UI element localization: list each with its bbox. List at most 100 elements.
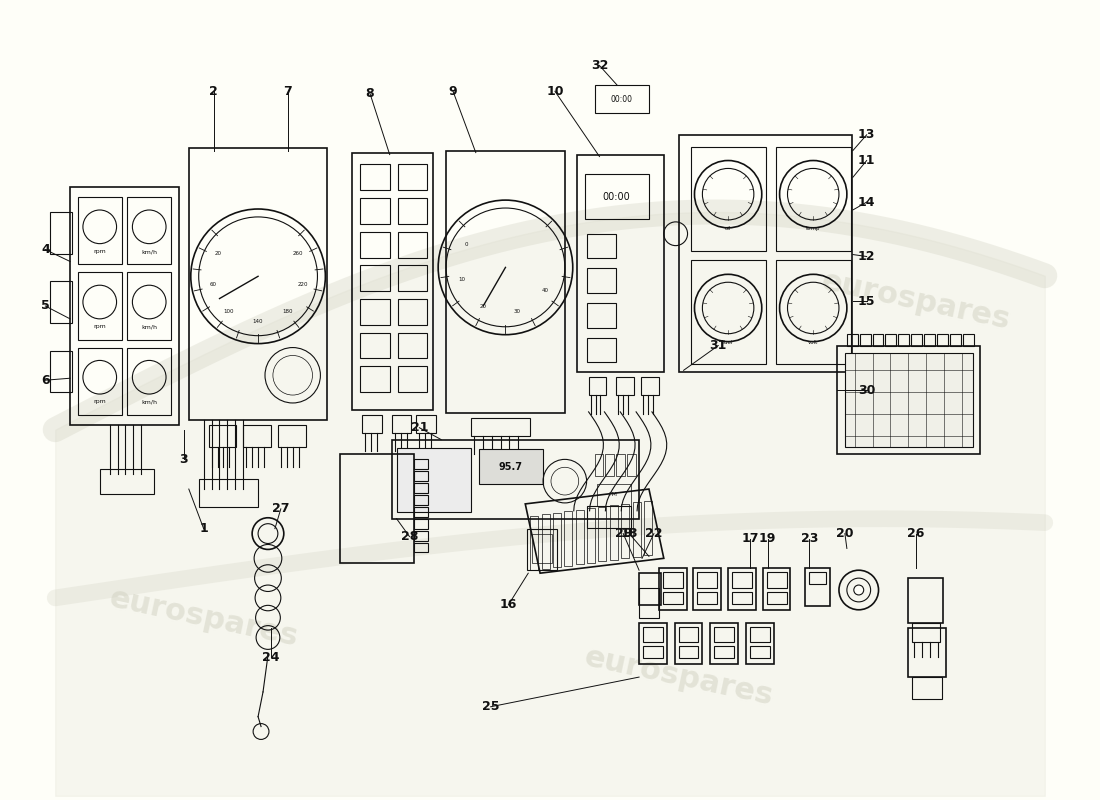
- Bar: [392, 439, 639, 518]
- Text: 260: 260: [293, 251, 303, 256]
- Bar: [679, 626, 699, 642]
- Bar: [860, 334, 870, 346]
- Text: 180: 180: [282, 309, 293, 314]
- Text: FM: FM: [608, 493, 618, 498]
- Bar: [912, 677, 942, 699]
- Text: 25: 25: [482, 700, 499, 714]
- Text: 00:00: 00:00: [603, 192, 630, 202]
- Text: 1: 1: [199, 522, 208, 535]
- Text: 21: 21: [410, 422, 428, 434]
- Bar: [586, 338, 616, 362]
- Bar: [415, 459, 428, 470]
- Bar: [415, 530, 428, 541]
- Bar: [845, 354, 972, 446]
- Bar: [586, 506, 631, 528]
- Bar: [360, 266, 389, 291]
- Bar: [392, 415, 411, 433]
- Bar: [886, 334, 896, 346]
- Text: 20: 20: [480, 304, 486, 310]
- Bar: [714, 646, 734, 658]
- Bar: [674, 622, 703, 664]
- Bar: [340, 454, 415, 563]
- Text: 24: 24: [262, 650, 279, 664]
- Text: eurospares: eurospares: [107, 583, 300, 652]
- Bar: [641, 378, 659, 395]
- Bar: [728, 568, 756, 610]
- Bar: [564, 511, 572, 566]
- Text: 60: 60: [210, 282, 217, 286]
- Bar: [397, 333, 427, 358]
- Bar: [949, 334, 960, 346]
- Text: 11: 11: [858, 154, 876, 167]
- Bar: [663, 592, 683, 604]
- Bar: [51, 282, 72, 323]
- Bar: [586, 268, 616, 293]
- Bar: [937, 334, 948, 346]
- Text: 26: 26: [908, 527, 925, 540]
- Bar: [78, 197, 121, 265]
- Text: km/h: km/h: [141, 324, 157, 330]
- Bar: [639, 588, 659, 618]
- Bar: [588, 378, 606, 395]
- Text: rpm: rpm: [94, 324, 106, 330]
- Bar: [912, 622, 939, 642]
- Text: 3: 3: [179, 453, 188, 466]
- Bar: [693, 568, 722, 610]
- Bar: [909, 578, 943, 622]
- Bar: [352, 153, 433, 410]
- Bar: [128, 197, 170, 265]
- Bar: [70, 187, 179, 425]
- Bar: [594, 454, 604, 476]
- Text: 29: 29: [615, 527, 631, 540]
- Text: 0: 0: [464, 242, 468, 247]
- Text: km/h: km/h: [141, 249, 157, 254]
- Text: 5: 5: [41, 299, 50, 313]
- Bar: [616, 378, 634, 395]
- Bar: [962, 334, 974, 346]
- Bar: [278, 425, 306, 446]
- Bar: [621, 504, 629, 558]
- Text: 23: 23: [801, 532, 818, 545]
- Bar: [415, 471, 428, 481]
- Bar: [576, 154, 663, 372]
- Text: 14: 14: [858, 195, 876, 209]
- Bar: [847, 334, 858, 346]
- Bar: [627, 454, 636, 476]
- Bar: [78, 272, 121, 340]
- Bar: [575, 510, 584, 564]
- Bar: [899, 334, 910, 346]
- Bar: [417, 415, 437, 433]
- Text: oil: oil: [725, 226, 732, 231]
- Bar: [553, 513, 561, 567]
- Bar: [644, 501, 652, 555]
- Text: fuel: fuel: [723, 340, 734, 345]
- Bar: [805, 568, 830, 606]
- Bar: [872, 334, 883, 346]
- Bar: [397, 198, 427, 224]
- Bar: [415, 542, 428, 552]
- Bar: [746, 622, 773, 664]
- Bar: [584, 174, 649, 219]
- Bar: [532, 534, 552, 563]
- Bar: [810, 572, 826, 584]
- Bar: [586, 234, 616, 258]
- Text: 220: 220: [298, 282, 308, 286]
- Bar: [616, 454, 625, 476]
- Text: 31: 31: [710, 339, 727, 352]
- Bar: [415, 483, 428, 493]
- Bar: [691, 261, 766, 364]
- Text: 27: 27: [272, 502, 289, 515]
- Bar: [659, 568, 686, 610]
- Bar: [586, 303, 616, 328]
- Bar: [415, 495, 428, 505]
- Bar: [697, 592, 717, 604]
- Bar: [632, 502, 640, 557]
- Text: rpm: rpm: [94, 249, 106, 254]
- Bar: [397, 232, 427, 258]
- Text: 28: 28: [400, 530, 418, 543]
- Text: rpm: rpm: [94, 399, 106, 405]
- Text: 13: 13: [858, 128, 876, 142]
- Bar: [733, 592, 752, 604]
- Circle shape: [854, 585, 864, 595]
- Bar: [663, 572, 683, 588]
